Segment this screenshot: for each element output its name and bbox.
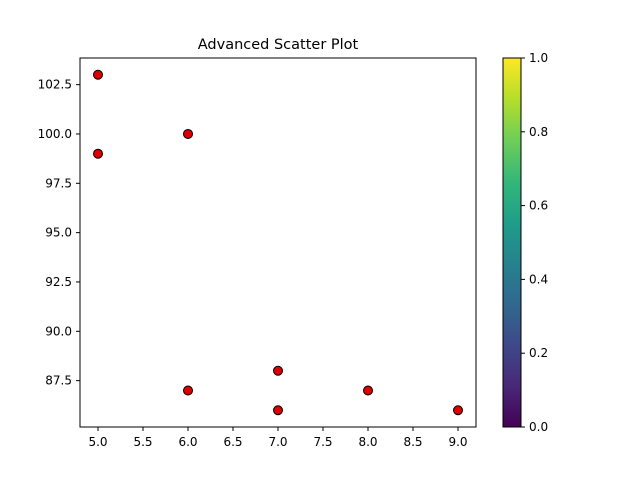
- y-tick-label: 90.0: [45, 324, 72, 338]
- scatter-point: [93, 148, 103, 159]
- colorbar-frame: [502, 57, 522, 428]
- x-tick-label: 6.0: [178, 435, 197, 449]
- colorbar-tick-label: 0.6: [529, 199, 548, 213]
- x-tick-label: 5.0: [88, 435, 107, 449]
- y-tick-label: 87.5: [45, 374, 72, 388]
- chart-title: Advanced Scatter Plot: [198, 37, 359, 53]
- colorbar: 0.0 0.2 0.4 0.6 0.8 1.0: [502, 51, 548, 434]
- scatter-point: [183, 385, 193, 396]
- y-tick-label: 102.5: [38, 78, 72, 92]
- x-tick-label: 8.5: [403, 435, 422, 449]
- x-tick-label: 5.5: [133, 435, 152, 449]
- x-tick-label: 8.0: [358, 435, 377, 449]
- scatter-point: [273, 405, 283, 416]
- y-tick-label: 97.5: [45, 176, 72, 190]
- colorbar-axis: 0.0 0.2 0.4 0.6 0.8 1.0: [521, 51, 548, 434]
- colorbar-tick-label: 0.4: [529, 272, 548, 286]
- y-tick-label: 95.0: [45, 226, 72, 240]
- y-axis: 87.5 90.0 92.5 95.0 97.5 100.0 102.5: [38, 78, 80, 388]
- colorbar-gradient: [503, 58, 521, 427]
- scatter-points: [93, 69, 463, 416]
- scatter-point: [93, 69, 103, 80]
- x-tick-label: 7.5: [313, 435, 332, 449]
- scatter-point: [183, 128, 193, 139]
- x-tick-label: 9.0: [448, 435, 467, 449]
- colorbar-tick-label: 0.0: [529, 420, 548, 434]
- scatter-point: [273, 365, 283, 376]
- y-tick-label: 92.5: [45, 275, 72, 289]
- scatter-point: [453, 405, 463, 416]
- colorbar-tick-label: 0.8: [529, 125, 548, 139]
- y-tick-label: 100.0: [38, 127, 72, 141]
- x-axis: 5.0 5.5 6.0 6.5 7.0 7.5 8.0 8.5 9.0: [88, 427, 468, 449]
- scatter-point: [363, 385, 373, 396]
- x-tick-label: 6.5: [223, 435, 242, 449]
- plot-area: 5.0 5.5 6.0 6.5 7.0 7.5 8.0 8.5 9.0 87.5 90.0 92.5…: [38, 57, 477, 449]
- x-tick-label: 7.0: [268, 435, 287, 449]
- colorbar-tick-label: 0.2: [529, 346, 548, 360]
- colorbar-tick-label: 1.0: [529, 51, 548, 65]
